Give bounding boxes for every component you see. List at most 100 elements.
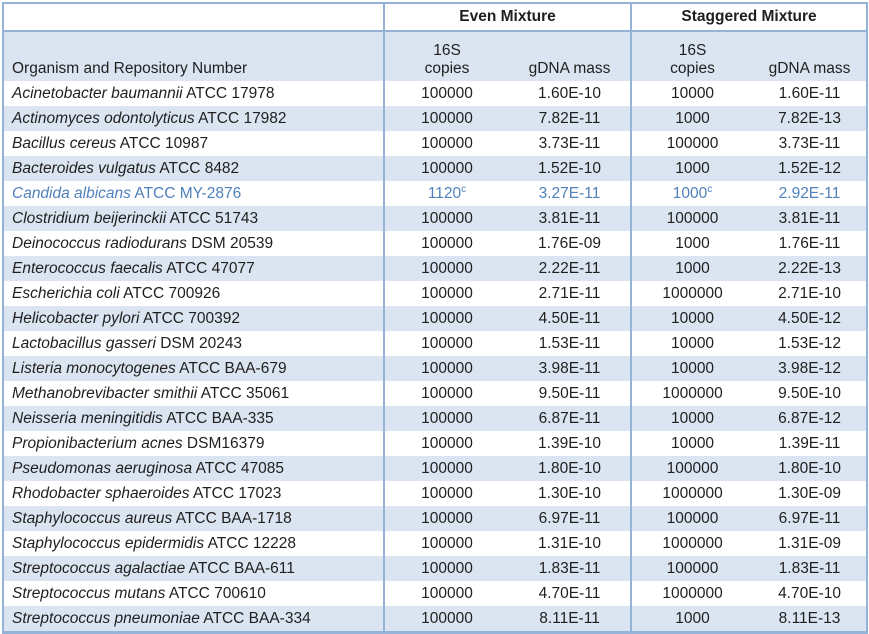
staggered-16s-copies-cell: 10000 xyxy=(630,81,754,106)
repository-number: ATCC 51743 xyxy=(169,209,259,227)
table-row: Streptococcus agalactiae ATCC BAA-611 10… xyxy=(3,556,868,581)
even-16s-copies-cell: 100000 xyxy=(383,256,509,281)
table-row: Bacteroides vulgatus ATCC 8482 100000 1.… xyxy=(3,156,868,181)
even-gdna-mass-cell: 4.50E-11 xyxy=(509,306,632,331)
staggered-16s-copies-cell: 100000 xyxy=(630,456,754,481)
even-gdna-mass-cell: 1.31E-10 xyxy=(538,534,601,552)
even-gdna-mass-cell: 6.87E-11 xyxy=(509,406,632,431)
footnote-marker: c xyxy=(707,183,713,195)
staggered-gdna-mass-cell: 1.76E-11 xyxy=(778,234,841,252)
table-row: Acinetobacter baumannii ATCC 17978 10000… xyxy=(3,81,867,106)
organism-name: Deinococcus radiodurans xyxy=(12,234,187,252)
staggered-16s-copies-cell: 10000 xyxy=(630,306,754,331)
staggered-16s-copies-cell: 1000000 xyxy=(630,581,754,606)
staggered-gdna-mass-cell: 1.60E-11 xyxy=(778,84,841,102)
even-gdna-mass-cell: 2.71E-11 xyxy=(538,284,601,302)
even-16s-copies-cell: 1120c xyxy=(383,181,509,206)
column-header-16s-line: 16S xyxy=(678,42,707,59)
staggered-gdna-mass-cell: 2.92E-11 xyxy=(778,184,841,202)
table-row: Helicobacter pylori ATCC 700392 100000 4… xyxy=(3,306,868,331)
table-row: Methanobrevibacter smithii ATCC 35061 10… xyxy=(3,381,867,406)
table-row: Enterococcus faecalis ATCC 47077 100000 … xyxy=(3,256,868,281)
organism-name: Pseudomonas aeruginosa xyxy=(12,459,193,477)
even-16s-copies-cell: 100000 xyxy=(383,556,509,581)
even-gdna-mass-cell: 1.76E-09 xyxy=(538,234,601,252)
table-row: Streptococcus pneumoniae ATCC BAA-334 10… xyxy=(3,606,868,633)
staggered-16s-copies-cell: 1000 xyxy=(630,606,754,633)
staggered-gdna-mass-cell: 1.83E-11 xyxy=(753,556,868,581)
table-row: Staphylococcus aureus ATCC BAA-1718 1000… xyxy=(3,506,868,531)
even-gdna-mass-cell: 1.52E-10 xyxy=(509,156,632,181)
organism-cell: Acinetobacter baumannii ATCC 17978 xyxy=(3,81,384,106)
organism-cell: Streptococcus mutans ATCC 700610 xyxy=(3,581,384,606)
organism-cell: Actinomyces odontolyticus ATCC 17982 xyxy=(3,106,384,131)
staggered-gdna-mass-cell: 1.30E-09 xyxy=(778,484,841,502)
table-row: Clostridium beijerinckii ATCC 51743 1000… xyxy=(3,206,868,231)
repository-number: DSM 20539 xyxy=(191,234,274,252)
repository-number: ATCC 8482 xyxy=(159,159,240,177)
staggered-16s-copies-cell: 1000 xyxy=(630,231,754,256)
organism-cell: Escherichia coli ATCC 700926 xyxy=(3,281,384,306)
repository-number: ATCC BAA-1718 xyxy=(175,509,292,527)
table-row: Pseudomonas aeruginosa ATCC 47085 100000… xyxy=(3,456,868,481)
organism-name: Methanobrevibacter smithii xyxy=(12,384,198,402)
staggered-16s-copies-cell: 1000c xyxy=(630,181,754,206)
organism-cell: Clostridium beijerinckii ATCC 51743 xyxy=(3,206,384,231)
even-16s-copies-cell: 100000 xyxy=(383,331,509,356)
staggered-16s-copies-cell: 100000 xyxy=(630,556,754,581)
repository-number: ATCC 47077 xyxy=(166,259,255,277)
organism-cell: Rhodobacter sphaeroides ATCC 17023 xyxy=(3,481,384,506)
even-16s-copies-cell: 100000 xyxy=(383,481,509,506)
repository-number: ATCC BAA-335 xyxy=(166,409,274,427)
organism-name: Streptococcus agalactiae xyxy=(12,559,186,577)
even-gdna-mass-cell: 6.97E-11 xyxy=(509,506,632,531)
even-gdna-mass-cell: 3.98E-11 xyxy=(509,356,632,381)
even-16s-copies-cell: 100000 xyxy=(383,131,509,156)
organism-name: Enterococcus faecalis xyxy=(12,259,163,277)
even-16s-copies-cell: 100000 xyxy=(383,231,509,256)
staggered-gdna-mass-cell: 2.71E-10 xyxy=(778,284,841,302)
even-gdna-mass-cell: 3.27E-11 xyxy=(538,184,601,202)
staggered-gdna-mass-cell: 1.53E-12 xyxy=(778,334,841,352)
table-row: Propionibacterium acnes DSM16379 100000 … xyxy=(3,431,867,456)
staggered-16s-copies-cell: 100000 xyxy=(630,131,754,156)
organism-name: Bacteroides vulgatus xyxy=(12,159,156,177)
organism-cell: Streptococcus pneumoniae ATCC BAA-334 xyxy=(3,606,384,633)
organism-name: Helicobacter pylori xyxy=(12,309,140,327)
staggered-16s-copies-cell: 10000 xyxy=(630,356,754,381)
table-row: Neisseria meningitidis ATCC BAA-335 1000… xyxy=(3,406,868,431)
repository-number: ATCC 700610 xyxy=(168,584,266,602)
repository-number: ATCC 700926 xyxy=(123,284,221,302)
even-16s-copies-cell: 100000 xyxy=(383,606,509,633)
even-16s-copies-cell: 100000 xyxy=(383,581,509,606)
repository-number: DSM16379 xyxy=(186,434,265,452)
table-row: Bacillus cereus ATCC 10987 100000 3.73E-… xyxy=(3,131,867,156)
table-row: Streptococcus mutans ATCC 700610 100000 … xyxy=(3,581,867,606)
staggered-16s-copies-cell: 1000 xyxy=(630,156,754,181)
staggered-16s-copies-cell: 1000000 xyxy=(630,531,754,556)
even-gdna-mass-cell: 4.70E-11 xyxy=(538,584,601,602)
group-header-staggered-mixture: Staggered Mixture xyxy=(630,3,868,32)
even-16s-copies-cell: 100000 xyxy=(383,106,509,131)
staggered-gdna-mass-cell: 6.97E-11 xyxy=(753,506,868,531)
staggered-16s-copies-cell: 1000 xyxy=(630,106,754,131)
even-16s-copies-cell: 100000 xyxy=(383,306,509,331)
even-gdna-mass-cell: 9.50E-11 xyxy=(538,384,601,402)
organism-cell: Deinococcus radiodurans DSM 20539 xyxy=(3,231,384,256)
organism-name: Listeria monocytogenes xyxy=(12,359,176,377)
footnote-marker: c xyxy=(461,183,467,195)
repository-number: ATCC BAA-611 xyxy=(188,559,295,577)
staggered-gdna-mass-cell: 8.11E-13 xyxy=(753,606,868,633)
even-gdna-mass-cell: 1.60E-10 xyxy=(538,84,601,102)
organism-name: Candida albicans xyxy=(12,184,131,202)
staggered-gdna-mass-cell: 3.73E-11 xyxy=(778,134,841,152)
column-header-staggered-gdna-mass: gDNA mass xyxy=(753,31,868,81)
organism-cell: Streptococcus agalactiae ATCC BAA-611 xyxy=(3,556,384,581)
organism-cell: Lactobacillus gasseri DSM 20243 xyxy=(3,331,384,356)
organism-cell: Bacillus cereus ATCC 10987 xyxy=(3,131,384,156)
even-gdna-mass-cell: 3.81E-11 xyxy=(509,206,632,231)
organism-cell: Bacteroides vulgatus ATCC 8482 xyxy=(3,156,384,181)
staggered-16s-copies-cell: 100000 xyxy=(630,206,754,231)
repository-number: ATCC 12228 xyxy=(207,534,297,552)
